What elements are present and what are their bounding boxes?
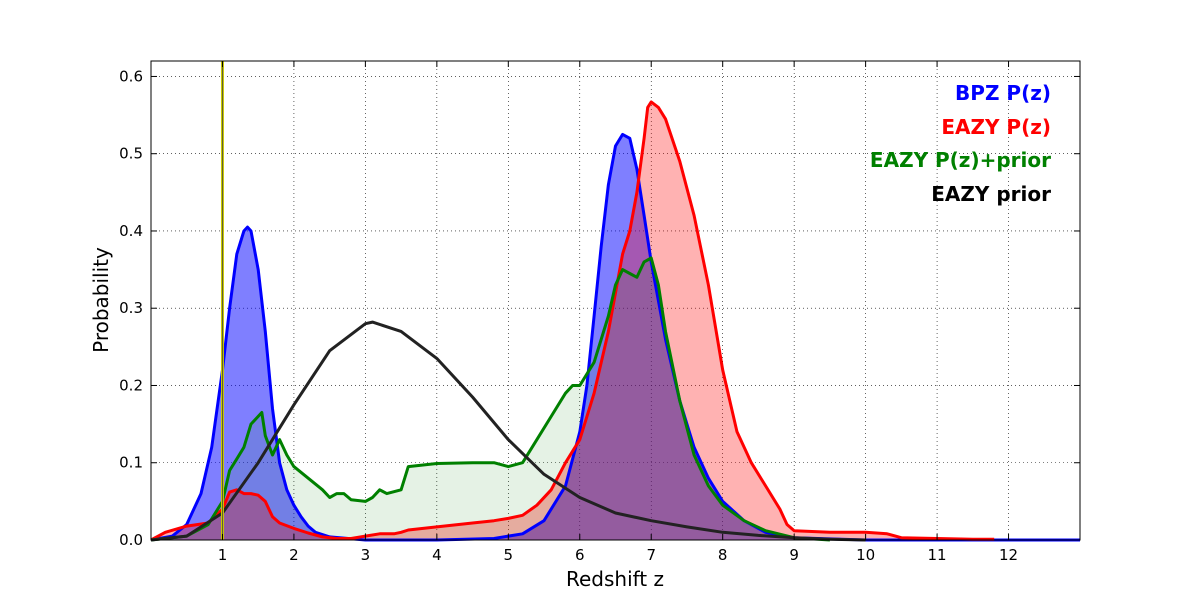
y-tick-label: 0.4 [119,222,143,240]
line-eazy-p-z-prior [150,256,830,542]
area-bpz-p-z [151,134,1080,540]
x-tick-label: 4 [432,546,442,564]
x-tick-label: 6 [575,546,585,564]
ticks [151,61,1080,541]
x-axis-label: Redshift z [566,567,664,591]
legend: BPZ P(z) EAZY P(z) EAZY P(z)+prior EAZY … [870,81,1051,206]
x-tick-label: 12 [999,546,1018,564]
x-tick-label: 5 [504,546,514,564]
y-tick-label: 0.5 [119,145,143,163]
x-tick-label: 11 [928,546,947,564]
legend-entry-bpz: BPZ P(z) [955,81,1051,105]
y-tick-label: 0.0 [119,531,143,549]
y-tick-label: 0.3 [119,299,143,317]
x-tick-labels: 1 2 3 4 5 6 7 8 9 10 11 12 [218,546,1018,564]
x-tick-label: 3 [361,546,371,564]
legend-entry-eazy: EAZY P(z) [941,115,1051,139]
y-tick-label: 0.1 [119,454,143,472]
x-tick-label: 10 [856,546,875,564]
y-tick-labels: 0.0 0.1 0.2 0.3 0.4 0.5 0.6 [119,67,143,549]
legend-entry-eazy-prior: EAZY prior [931,182,1051,206]
legend-entry-eazy-prior-combined: EAZY P(z)+prior [870,148,1051,172]
area-eazy-p-z-prior [151,258,830,540]
line-eazy-prior [150,320,866,542]
x-tick-label: 7 [646,546,656,564]
x-tick-label: 8 [718,546,728,564]
y-tick-label: 0.2 [119,376,143,394]
x-tick-label: 1 [218,546,228,564]
plot-frame [150,60,1081,541]
y-axis-label: Probability [89,247,113,353]
line-eazy-p-z [150,100,995,542]
x-tick-label: 2 [289,546,299,564]
x-tick-label: 9 [789,546,799,564]
series-lines [150,100,1080,542]
y-tick-label: 0.6 [119,67,143,85]
